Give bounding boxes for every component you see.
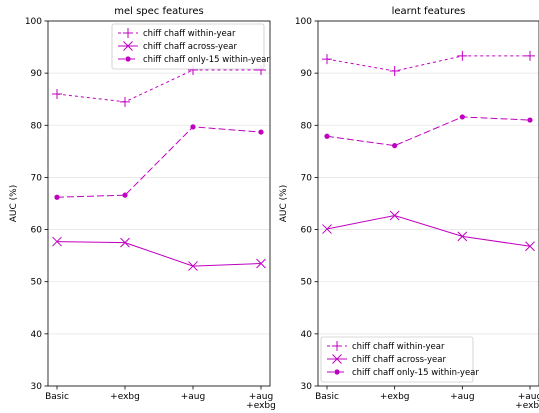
x-tick-label: Basic [45,392,69,402]
legend-marker [125,56,131,62]
legend-box [320,336,474,383]
data-point [190,124,196,130]
data-point [389,210,400,221]
data-point [52,89,62,99]
data-point [392,143,398,149]
data-point [525,241,535,252]
legend-label: chiff chaff only-15 within-year [143,55,270,65]
data-point [459,114,465,120]
legend-label: chiff chaff only-15 within-year [352,368,479,378]
x-tick-label: +aug [450,392,474,402]
series-plus [322,50,535,77]
series-dot [54,124,264,200]
data-point [258,129,264,135]
y-tick-label: 30 [301,382,313,392]
series-x [52,236,266,271]
y-tick-label: 30 [31,382,43,392]
y-tick-label: 40 [31,330,43,340]
chart-title: mel spec features [114,6,204,17]
y-axis-label: AUC (%) [9,185,19,222]
data-point [457,231,468,242]
x-tick-label: Basic [315,392,339,402]
data-point [54,194,60,200]
y-tick-label: 40 [301,330,313,340]
x-tick-label: +exbg [380,392,410,402]
data-point [256,258,266,269]
y-tick-label: 60 [301,226,313,236]
legend-marker [332,354,342,364]
x-tick-label: +aug [181,392,205,402]
legend-box [111,23,265,70]
x-tick-label: +exbg [515,401,539,411]
y-tick-label: 80 [301,121,313,131]
x-tick-label: +exbg [246,401,276,411]
y-tick-label: 100 [25,17,42,27]
series-dot [324,114,533,149]
axes-frame [317,20,539,387]
legend-marker [123,41,133,51]
series-plus [52,65,266,107]
legend-label: chiff chaff within-year [143,29,236,39]
data-point [52,236,62,247]
legend: chiff chaff within-year chiff chaff acros… [320,336,479,383]
y-tick-label: 60 [31,226,43,236]
series-line [56,126,262,198]
y-tick-label: 70 [31,173,43,183]
data-point [322,54,332,65]
legend: chiff chaff within-year chiff chaff acros… [111,23,270,70]
series-line [326,116,531,147]
axes-frame [47,20,271,387]
legend-marker [334,369,340,375]
chart-panel-learnt: 30405060708090100Basic+exbg+aug+aug+exbg… [279,6,539,411]
data-point [120,96,130,107]
y-tick-label: 50 [301,278,313,288]
series-x [322,210,535,252]
data-point [525,50,535,61]
series-line [326,214,531,247]
y-tick-label: 50 [31,278,43,288]
series-line [56,69,261,103]
y-tick-label: 80 [31,121,43,131]
data-point [389,66,400,77]
x-tick-label: +aug [249,392,273,402]
series-line [56,241,262,267]
y-tick-label: 100 [295,17,312,27]
legend-marker [332,341,342,351]
data-point [322,224,332,234]
legend-marker [123,28,133,38]
data-point [188,261,198,271]
y-axis-label: AUC (%) [279,185,289,222]
legend-label: chiff chaff across-year [352,355,446,365]
data-point [120,237,130,248]
data-point [457,50,468,61]
data-point [122,192,128,198]
legend-label: chiff chaff across-year [143,42,237,52]
chart-title: learnt features [392,6,466,17]
y-tick-label: 90 [31,69,43,79]
x-tick-label: +exbg [110,392,140,402]
data-point [527,117,533,123]
data-point [324,133,330,139]
x-tick-label: +aug [518,392,539,402]
series-line [326,55,530,72]
y-tick-label: 90 [301,69,313,79]
y-tick-label: 70 [301,173,313,183]
legend-label: chiff chaff within-year [352,342,445,352]
